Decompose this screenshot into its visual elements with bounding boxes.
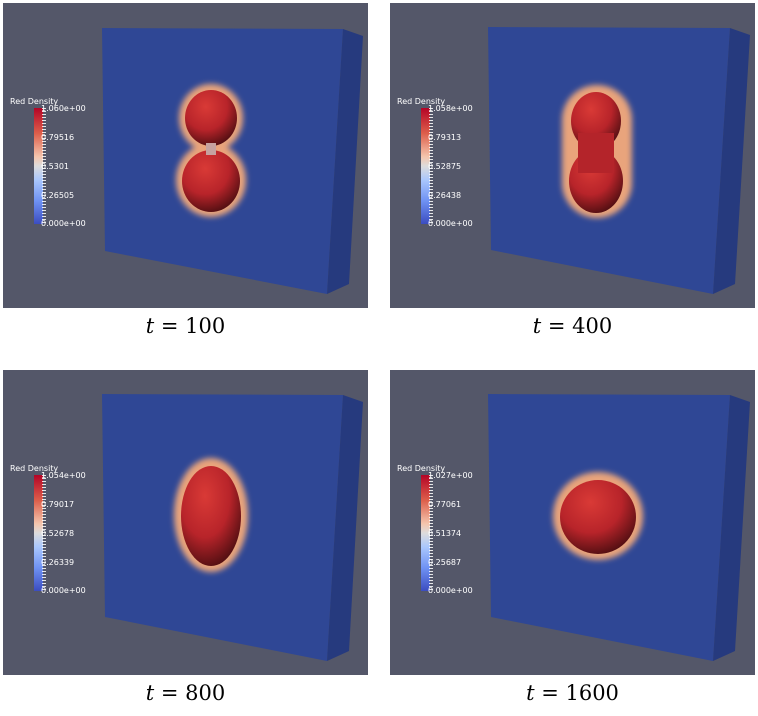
- domain-box-side: [713, 28, 750, 294]
- colorbar-ticks: [429, 108, 433, 224]
- legend-title: Red Density: [397, 464, 446, 473]
- tick-label: 0.26505: [41, 191, 75, 200]
- domain-box-side: [713, 395, 750, 661]
- domain-box-side: [327, 29, 363, 294]
- tick-label: 0.79516: [41, 133, 75, 142]
- color-legend: Red Density 1.058e+00 0.79313 0.52875 0.…: [395, 97, 505, 237]
- tick-label: 0.79017: [41, 500, 75, 509]
- colorbar: [421, 475, 430, 591]
- droplet-spherical: [560, 480, 636, 554]
- density-render-t1600: [488, 394, 750, 661]
- legend-title: Red Density: [397, 97, 446, 106]
- panel-t400: Red Density 1.058e+00 0.79313 0.52875 0.…: [390, 3, 755, 308]
- caption-t800: t = 800: [145, 681, 226, 705]
- tick-label: 0.26438: [428, 191, 462, 200]
- tick-label: 0.52875: [428, 162, 462, 171]
- tick-label-max: 1.058e+00: [428, 104, 473, 113]
- droplet-elongated: [181, 466, 241, 566]
- droplet-merging: [569, 92, 623, 213]
- tick-label: 0.79313: [428, 133, 462, 142]
- density-render-t400: [488, 27, 750, 294]
- color-legend: Red Density 1.027e+00 0.77061 0.51374 0.…: [395, 464, 505, 604]
- tick-label-max: 1.027e+00: [428, 471, 473, 480]
- tick-label-min: 0.000e+00: [41, 219, 86, 228]
- tick-label: 0.52678: [41, 529, 75, 538]
- colorbar: [421, 108, 430, 224]
- density-render-t100: [102, 28, 363, 294]
- tick-label-min: 0.000e+00: [428, 219, 473, 228]
- colorbar-ticks: [42, 108, 46, 224]
- legend-title: Red Density: [10, 464, 59, 473]
- caption-t100: t = 100: [145, 314, 226, 338]
- tick-label-min: 0.000e+00: [428, 586, 473, 595]
- panel-t800: Red Density 1.054e+00 0.79017 0.52678 0.…: [3, 370, 368, 675]
- colorbar-ticks: [429, 475, 433, 591]
- tick-label-max: 1.060e+00: [41, 104, 86, 113]
- domain-box-side: [327, 395, 363, 661]
- caption-t1600: t = 1600: [526, 681, 619, 705]
- tick-label: 0.77061: [428, 500, 462, 509]
- color-legend: Red Density 1.054e+00 0.79017 0.52678 0.…: [8, 464, 118, 604]
- tick-label: 0.26339: [41, 558, 75, 567]
- colorbar: [34, 475, 43, 591]
- tick-label-min: 0.000e+00: [41, 586, 86, 595]
- tick-label: 0.5301: [41, 162, 69, 171]
- tick-label: 0.25687: [428, 558, 462, 567]
- droplet-pair: [182, 90, 240, 212]
- colorbar: [34, 108, 43, 224]
- density-render-t800: [102, 394, 363, 661]
- tick-label-max: 1.054e+00: [41, 471, 86, 480]
- panel-t100: Red Density 1.060e+00 0.79516 0.5301 0.2…: [3, 3, 368, 308]
- color-legend: Red Density 1.060e+00 0.79516 0.5301 0.2…: [8, 97, 118, 237]
- tick-label: 0.51374: [428, 529, 462, 538]
- legend-title: Red Density: [10, 97, 59, 106]
- colorbar-ticks: [42, 475, 46, 591]
- caption-t400: t = 400: [532, 314, 613, 338]
- panel-t1600: Red Density 1.027e+00 0.77061 0.51374 0.…: [390, 370, 755, 675]
